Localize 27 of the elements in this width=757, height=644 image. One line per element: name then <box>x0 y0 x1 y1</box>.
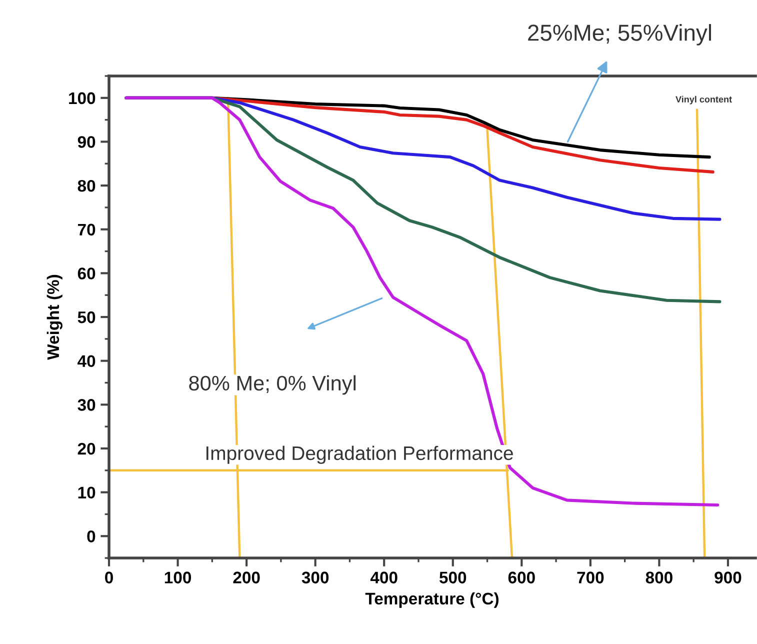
y-tick-label: 0 <box>87 530 96 542</box>
x-axis-title: Temperature (°C) <box>365 592 499 608</box>
y-tick-label: 10 <box>78 486 96 498</box>
x-tick-label: 400 <box>370 572 398 584</box>
x-tick-label: 100 <box>164 572 192 584</box>
x-tick-label: 800 <box>646 572 672 584</box>
annotation: Vinyl content <box>676 96 732 104</box>
x-tick-label: 600 <box>508 572 535 584</box>
annotation: Improved Degradation Performance <box>206 446 513 464</box>
x-tick-label: 500 <box>439 572 466 584</box>
x-tick-label: 700 <box>577 572 604 584</box>
y-tick-label: 60 <box>78 268 96 280</box>
y-tick-label: 40 <box>78 355 96 368</box>
y-tick-label: 50 <box>78 311 96 324</box>
x-tick-label: 200 <box>233 572 260 584</box>
y-axis-title: Weight (%) <box>46 274 62 360</box>
y-tick-label: 80 <box>78 180 96 192</box>
annotation: 80% Me; 0% Vinyl <box>189 375 356 395</box>
annotation: 25%Me; 55%Vinyl <box>528 24 711 46</box>
y-tick-label: 30 <box>78 399 96 411</box>
x-tick-label: 0 <box>105 572 113 584</box>
x-tick-label: 900 <box>714 572 742 584</box>
y-tick-label: 100 <box>69 92 96 104</box>
y-tick-label: 70 <box>78 224 96 236</box>
x-tick-label: 300 <box>302 572 329 584</box>
y-tick-label: 90 <box>78 136 96 148</box>
y-tick-label: 20 <box>78 442 96 455</box>
